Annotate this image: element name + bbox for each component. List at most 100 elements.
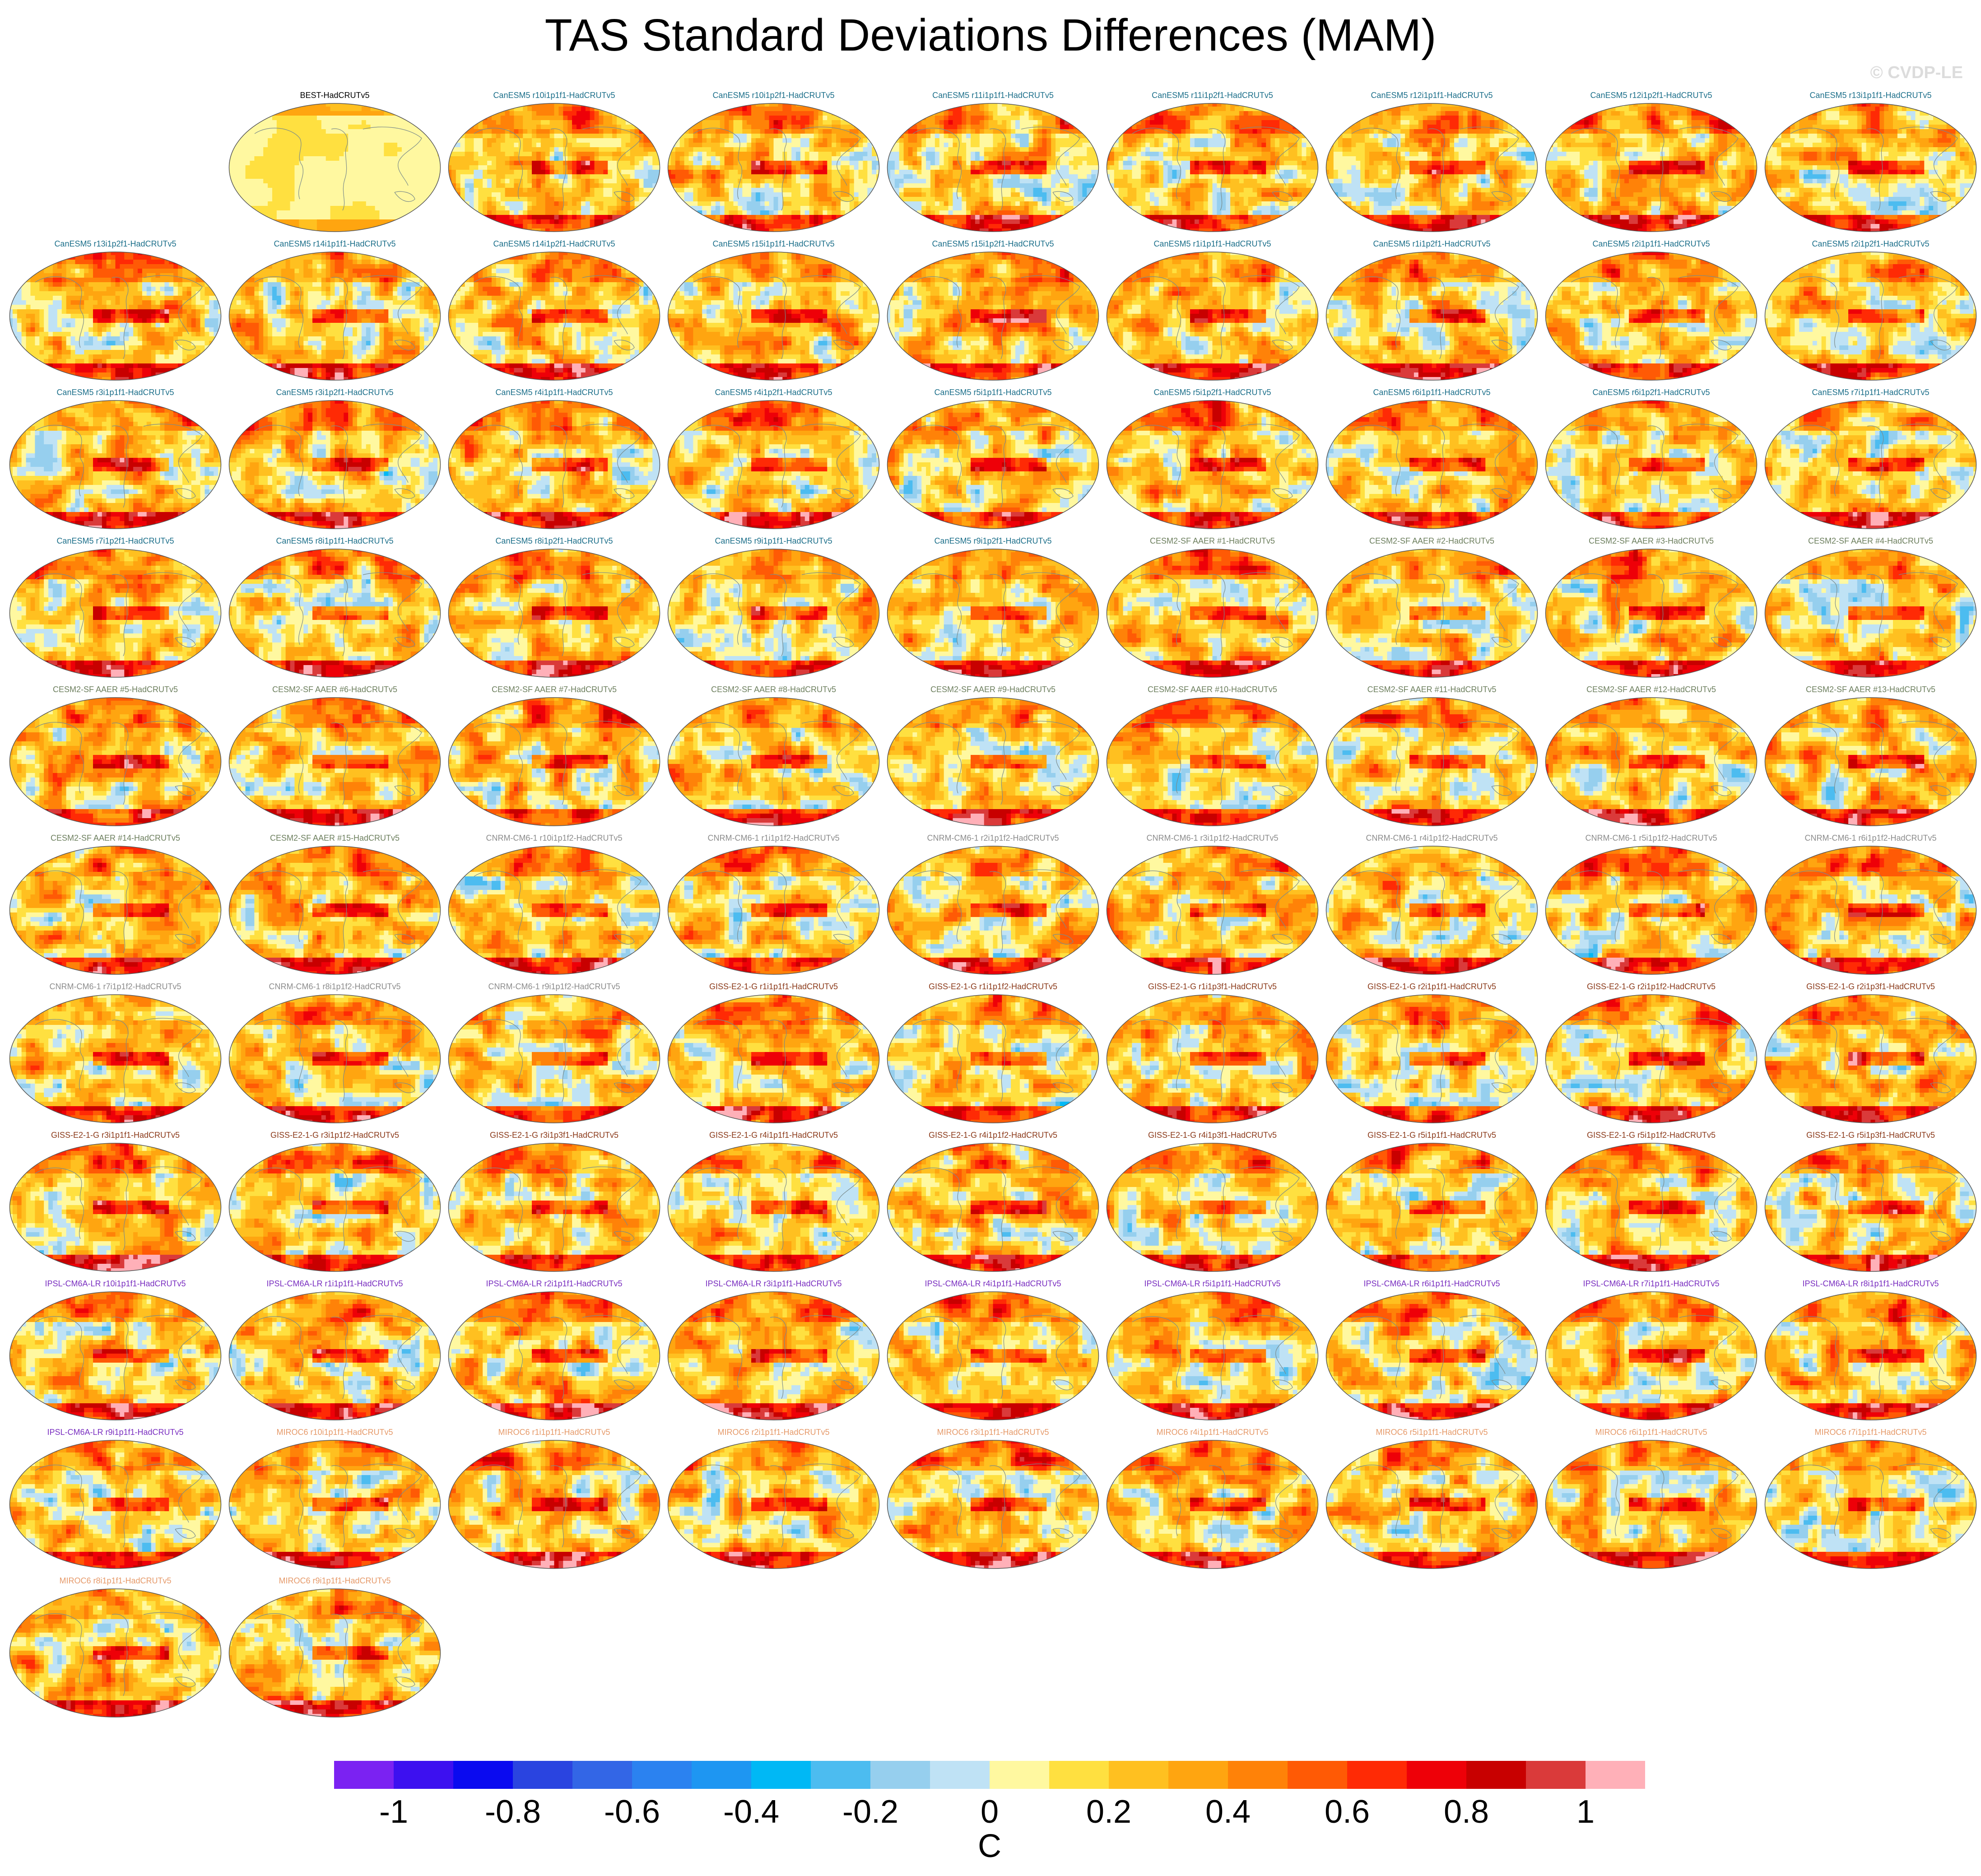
robinson-map: [666, 399, 881, 530]
colorbar-box: [1586, 1761, 1645, 1789]
panel-title: MIROC6 r7i1p1f1-HadCRUTv5: [1763, 1426, 1978, 1438]
map-panel: CNRM-CM6-1 r5i1p1f2-HadCRUTv5: [1544, 832, 1758, 977]
map-panel: IPSL-CM6A-LR r1i1p1f1-HadCRUTv5: [228, 1278, 442, 1422]
map-panel: CESM2-SF AAER #8-HadCRUTv5: [666, 684, 881, 828]
robinson-map: [1763, 548, 1978, 679]
robinson-map: [666, 1290, 881, 1421]
field-cells: [228, 1290, 442, 1421]
map-panel: CESM2-SF AAER #7-HadCRUTv5: [447, 684, 661, 828]
panel-title: CanESM5 r12i1p1f1-HadCRUTv5: [1325, 89, 1539, 101]
colorbar-tick-label: -0.6: [604, 1793, 660, 1830]
panel-title: GISS-E2-1-G r3i1p1f1-HadCRUTv5: [8, 1129, 223, 1141]
panel-title: GISS-E2-1-G r1i1p1f1-HadCRUTv5: [666, 981, 881, 992]
robinson-map: [1325, 696, 1539, 827]
panel-title: CESM2-SF AAER #12-HadCRUTv5: [1544, 684, 1758, 695]
robinson-map: [228, 1142, 442, 1273]
field-cells: [447, 399, 661, 530]
field-cells: [666, 1290, 881, 1421]
map-panel: CESM2-SF AAER #12-HadCRUTv5: [1544, 684, 1758, 828]
robinson-map: [447, 1290, 661, 1421]
robinson-map: [1763, 993, 1978, 1124]
panel-title: MIROC6 r9i1p1f1-HadCRUTv5: [228, 1575, 442, 1587]
field-cells: [447, 696, 661, 827]
field-cells: [1325, 399, 1539, 530]
map-panel: GISS-E2-1-G r4i1p1f1-HadCRUTv5: [666, 1129, 881, 1274]
robinson-map: [1105, 399, 1320, 530]
panel-title: GISS-E2-1-G r5i1p1f1-HadCRUTv5: [1325, 1129, 1539, 1141]
map-panel: CNRM-CM6-1 r7i1p1f2-HadCRUTv5: [8, 981, 223, 1125]
panel-title: IPSL-CM6A-LR r3i1p1f1-HadCRUTv5: [666, 1278, 881, 1289]
map-panel: CESM2-SF AAER #11-HadCRUTv5: [1325, 684, 1539, 828]
map-panel: IPSL-CM6A-LR r8i1p1f1-HadCRUTv5: [1763, 1278, 1978, 1422]
panel-title: MIROC6 r6i1p1f1-HadCRUTv5: [1544, 1426, 1758, 1438]
panel-title: GISS-E2-1-G r5i1p3f1-HadCRUTv5: [1763, 1129, 1978, 1141]
field-cells: [666, 548, 881, 679]
robinson-map: [886, 548, 1100, 679]
robinson-map: [1544, 548, 1758, 679]
robinson-map: [228, 993, 442, 1124]
robinson-map: [228, 1290, 442, 1421]
field-cells: [1763, 399, 1978, 530]
robinson-map: [447, 1142, 661, 1273]
map-panel: GISS-E2-1-G r4i1p1f2-HadCRUTv5: [886, 1129, 1100, 1274]
map-panel: CanESM5 r9i1p2f1-HadCRUTv5: [886, 535, 1100, 680]
field-cells: [1105, 993, 1320, 1124]
field-cells: [1544, 251, 1758, 382]
panel-title: CanESM5 r12i1p2f1-HadCRUTv5: [1544, 89, 1758, 101]
panel-title: CESM2-SF AAER #11-HadCRUTv5: [1325, 684, 1539, 695]
robinson-map: [1763, 1142, 1978, 1273]
field-cells: [228, 993, 442, 1124]
field-cells: [1325, 251, 1539, 382]
panel-title: CanESM5 r14i1p1f1-HadCRUTv5: [228, 238, 442, 250]
robinson-map: [1763, 1439, 1978, 1570]
robinson-map: [1763, 251, 1978, 382]
map-panel: IPSL-CM6A-LR r9i1p1f1-HadCRUTv5: [8, 1426, 223, 1571]
panel-title: CESM2-SF AAER #8-HadCRUTv5: [666, 684, 881, 695]
robinson-map: [666, 102, 881, 233]
panel-title: CNRM-CM6-1 r1i1p1f2-HadCRUTv5: [666, 832, 881, 844]
robinson-map: [8, 1142, 223, 1273]
robinson-map: [8, 548, 223, 679]
field-cells: [1105, 1439, 1320, 1570]
field-cells: [447, 1439, 661, 1570]
robinson-map: [666, 548, 881, 679]
robinson-map: [8, 1439, 223, 1570]
field-cells: [228, 102, 442, 233]
map-panel: CESM2-SF AAER #3-HadCRUTv5: [1544, 535, 1758, 680]
field-cells: [8, 1290, 223, 1421]
map-panel: CanESM5 r4i1p1f1-HadCRUTv5: [447, 386, 661, 531]
map-panel: CanESM5 r2i1p2f1-HadCRUTv5: [1763, 238, 1978, 382]
field-cells: [666, 102, 881, 233]
map-panel: MIROC6 r4i1p1f1-HadCRUTv5: [1105, 1426, 1320, 1571]
field-cells: [447, 251, 661, 382]
robinson-map: [228, 1587, 442, 1718]
map-panel: MIROC6 r7i1p1f1-HadCRUTv5: [1763, 1426, 1978, 1571]
panel-title: CanESM5 r3i1p1f1-HadCRUTv5: [8, 386, 223, 398]
panel-title: CanESM5 r1i1p1f1-HadCRUTv5: [1105, 238, 1320, 250]
colorbar-box: [1228, 1761, 1288, 1789]
robinson-map: [228, 102, 442, 233]
colorbar-tick-label: 0: [981, 1793, 999, 1830]
field-cells: [1325, 993, 1539, 1124]
panel-title: IPSL-CM6A-LR r5i1p1f1-HadCRUTv5: [1105, 1278, 1320, 1289]
robinson-map: [1544, 399, 1758, 530]
robinson-map: [228, 845, 442, 976]
robinson-map: [1325, 102, 1539, 233]
field-cells: [1105, 399, 1320, 530]
field-cells: [447, 1142, 661, 1273]
colorbar-box: [1168, 1761, 1228, 1789]
panel-title: CanESM5 r8i1p2f1-HadCRUTv5: [447, 535, 661, 547]
robinson-map: [447, 548, 661, 679]
map-panel: CESM2-SF AAER #14-HadCRUTv5: [8, 832, 223, 977]
panel-title: CNRM-CM6-1 r5i1p1f2-HadCRUTv5: [1544, 832, 1758, 844]
robinson-map: [1763, 399, 1978, 530]
panel-title: CESM2-SF AAER #9-HadCRUTv5: [886, 684, 1100, 695]
map-panel: CESM2-SF AAER #9-HadCRUTv5: [886, 684, 1100, 828]
colorbar-box: [1049, 1761, 1109, 1789]
colorbar-tick-label: -0.8: [485, 1793, 541, 1830]
robinson-map: [1544, 845, 1758, 976]
field-cells: [1105, 548, 1320, 679]
panel-title: GISS-E2-1-G r2i1p1f2-HadCRUTv5: [1544, 981, 1758, 992]
map-panel: GISS-E2-1-G r3i1p3f1-HadCRUTv5: [447, 1129, 661, 1274]
panel-title: IPSL-CM6A-LR r4i1p1f1-HadCRUTv5: [886, 1278, 1100, 1289]
